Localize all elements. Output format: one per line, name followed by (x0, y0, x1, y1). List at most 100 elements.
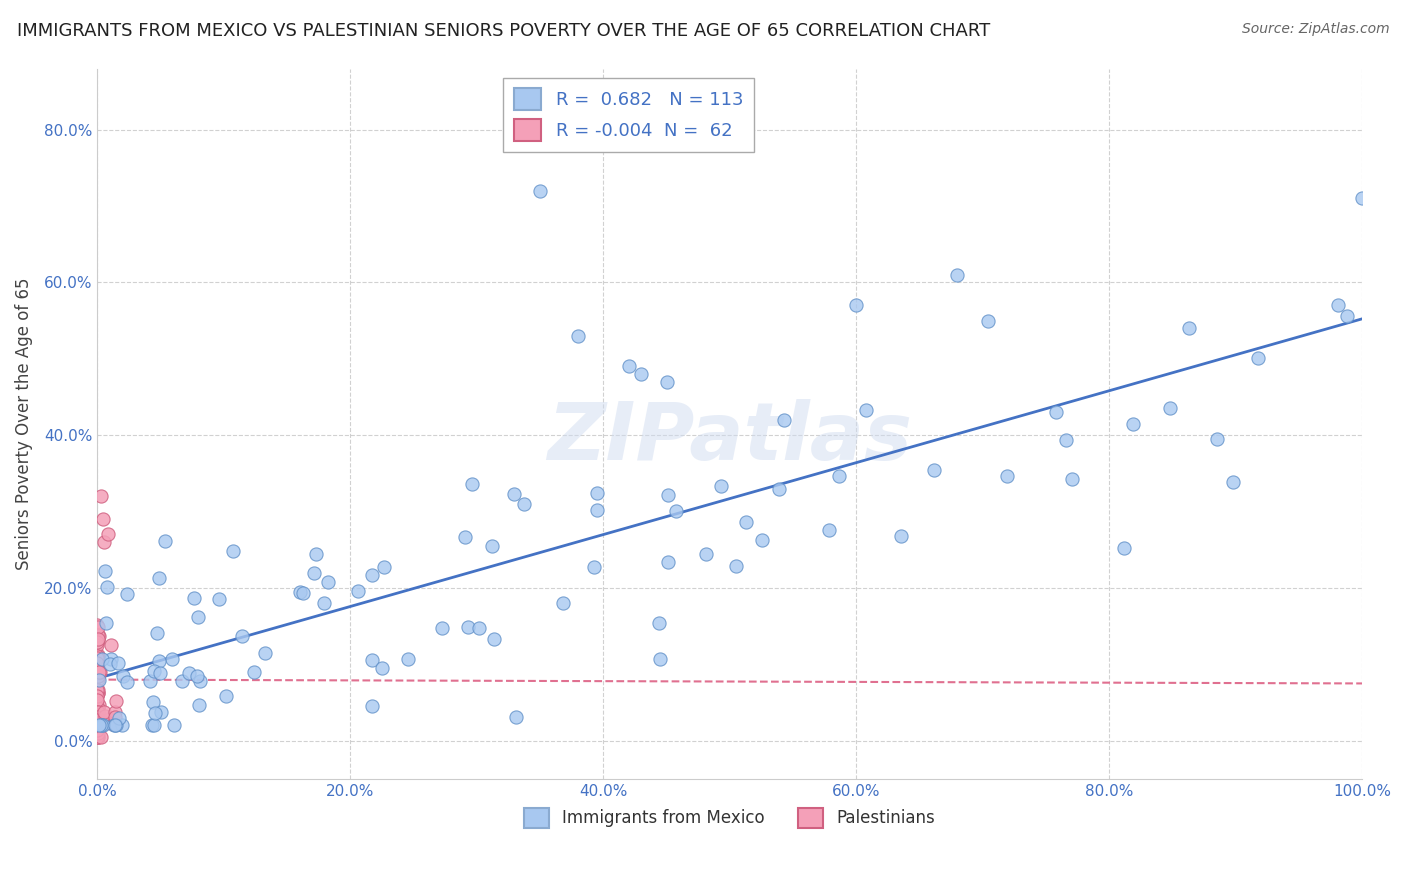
Point (145, 706, 167, 721)
Point (734, 515, 756, 529)
Point (104, 710, 127, 724)
Point (657, 555, 679, 569)
Point (93, 705, 115, 719)
Point (222, 544, 245, 558)
Point (582, 560, 605, 574)
Point (1336, 309, 1358, 323)
Point (586, 502, 609, 516)
Point (86, 708, 108, 723)
Point (1222, 475, 1244, 490)
Point (86, 690, 108, 704)
Point (170, 673, 193, 688)
Point (529, 184, 551, 198)
Point (87, 706, 110, 720)
Point (90, 652, 112, 666)
Point (86, 730, 108, 744)
Point (86, 648, 108, 663)
Point (87, 712, 110, 726)
Point (373, 559, 395, 574)
Point (146, 625, 169, 640)
Point (103, 718, 125, 732)
Point (360, 699, 382, 714)
Point (86, 628, 108, 642)
Point (817, 523, 839, 537)
Point (1327, 298, 1350, 312)
Point (710, 479, 733, 493)
Point (86, 665, 108, 680)
Point (89, 673, 111, 687)
Point (360, 653, 382, 667)
Point (396, 652, 419, 666)
Point (665, 504, 688, 518)
Point (87, 698, 110, 712)
Point (617, 359, 640, 374)
Point (460, 477, 482, 491)
Point (89, 665, 111, 680)
Point (855, 403, 877, 417)
Point (104, 705, 127, 719)
Point (90, 718, 112, 732)
Point (97, 527, 120, 541)
Point (90, 489, 112, 503)
Point (87, 620, 110, 634)
Point (90, 730, 112, 744)
Point (87, 648, 110, 662)
Point (86, 660, 108, 674)
Point (115, 674, 138, 689)
Point (647, 616, 669, 631)
Point (87, 718, 110, 732)
Point (503, 487, 526, 501)
Point (86, 656, 108, 670)
Point (1045, 405, 1067, 419)
Point (94, 709, 117, 723)
Point (142, 695, 165, 709)
Point (86, 684, 108, 698)
Point (148, 654, 170, 668)
Point (96, 716, 118, 731)
Point (751, 533, 773, 548)
Point (90, 718, 112, 732)
Point (86, 723, 108, 737)
Point (138, 673, 160, 688)
Point (86, 682, 108, 697)
Point (177, 666, 200, 681)
Point (94, 565, 117, 579)
Point (111, 718, 134, 732)
Point (141, 718, 163, 732)
Point (215, 689, 238, 703)
Point (142, 718, 165, 732)
Point (1054, 433, 1077, 447)
Point (630, 367, 652, 381)
Point (482, 632, 505, 647)
Point (551, 596, 574, 610)
Point (103, 717, 125, 731)
Point (142, 665, 165, 679)
Point (371, 661, 394, 675)
Point (305, 547, 328, 561)
Point (87, 665, 110, 679)
Point (86, 635, 108, 649)
Point (94, 615, 117, 630)
Point (1351, 191, 1374, 205)
Point (86, 705, 108, 719)
Point (318, 574, 340, 589)
Point (346, 584, 368, 599)
Text: ZIPatlas: ZIPatlas (547, 399, 912, 477)
Point (93, 718, 115, 732)
Point (505, 709, 527, 723)
Point (1112, 541, 1135, 555)
Point (97, 712, 120, 726)
Point (163, 718, 186, 732)
Point (1178, 321, 1201, 335)
Point (87, 668, 110, 682)
Point (93, 535, 115, 549)
Legend: Immigrants from Mexico, Palestinians: Immigrants from Mexico, Palestinians (517, 801, 942, 835)
Point (86, 686, 108, 700)
Point (828, 469, 851, 483)
Point (430, 621, 453, 635)
Point (243, 665, 266, 680)
Point (87, 710, 110, 724)
Point (995, 469, 1018, 483)
Point (312, 597, 335, 611)
Point (87, 683, 110, 698)
